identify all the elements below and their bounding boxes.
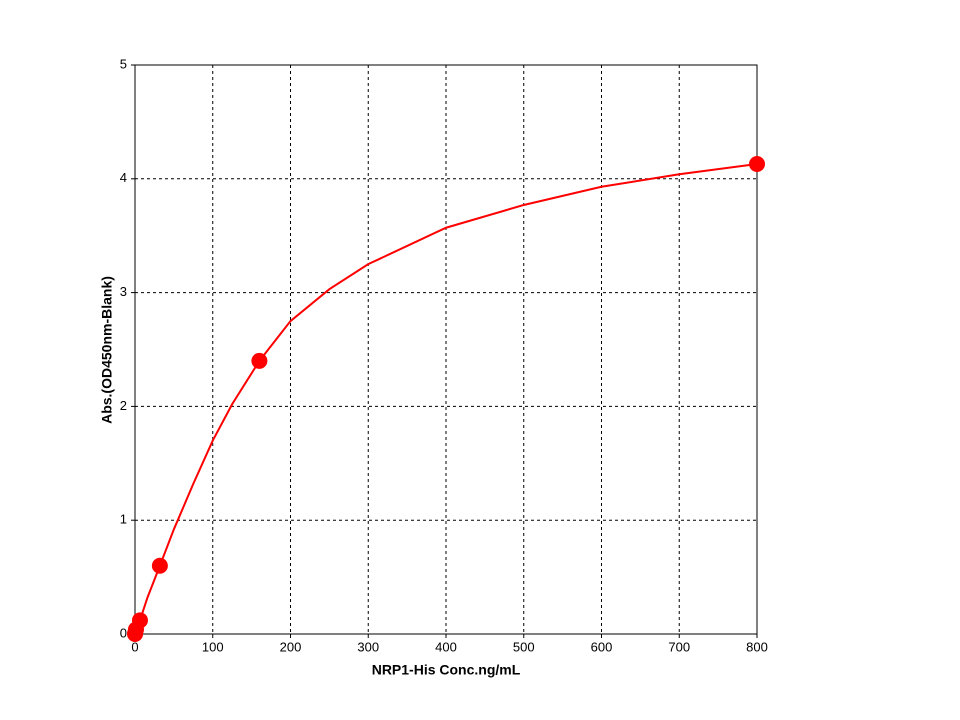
x-tick-label: 700 <box>668 639 690 654</box>
y-tick-label: 5 <box>120 56 127 71</box>
x-tick-label: 300 <box>357 639 379 654</box>
x-tick-label: 400 <box>435 639 457 654</box>
y-tick-label: 4 <box>120 170 127 185</box>
y-tick-label: 1 <box>120 512 127 527</box>
x-tick-label: 500 <box>513 639 535 654</box>
x-tick-label: 800 <box>746 639 768 654</box>
y-tick-label: 0 <box>120 625 127 640</box>
y-tick-label: 2 <box>120 398 127 413</box>
data-point <box>151 557 168 574</box>
x-tick-label: 0 <box>131 639 138 654</box>
x-axis-title: NRP1-His Conc.ng/mL <box>372 662 521 678</box>
plot-frame <box>134 64 758 635</box>
x-tick-label: 600 <box>591 639 613 654</box>
x-tick-label: 200 <box>280 639 302 654</box>
x-tick-label: 100 <box>202 639 224 654</box>
data-point <box>131 612 148 629</box>
data-point <box>749 156 765 173</box>
data-point <box>251 352 268 369</box>
y-tick-label: 3 <box>120 284 127 299</box>
y-axis-title: Abs.(OD450nm-Blank) <box>99 276 115 424</box>
